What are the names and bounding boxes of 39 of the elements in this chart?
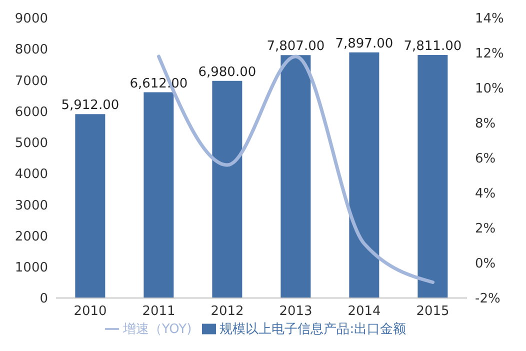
y2-tick-label: 10% — [475, 82, 504, 97]
data-label: 5,912.00 — [61, 98, 120, 114]
y-tick-label: 8000 — [14, 42, 48, 58]
y2-tick-label: -2% — [475, 292, 500, 307]
bar — [75, 114, 106, 298]
bar — [212, 80, 242, 298]
y-tick-label: 5000 — [14, 136, 48, 152]
y2-tick-label: 8% — [475, 116, 496, 132]
y2-tick-label: 0% — [475, 256, 496, 272]
y-tick-label: 3000 — [14, 198, 48, 214]
legend-label: 规模以上电子信息产品:出口金额 — [220, 322, 406, 337]
y-tick-label: 7000 — [14, 74, 48, 89]
legend-label: 增速（YOY) — [122, 322, 192, 337]
y2-tick-label: 6% — [475, 152, 496, 167]
x-tick-label: 2010 — [74, 304, 107, 320]
bar — [144, 92, 174, 298]
y2-tick-label: 4% — [475, 186, 496, 202]
x-tick-label: 2013 — [279, 304, 312, 320]
data-label: 6,980.00 — [198, 64, 256, 80]
x-tick-label: 2012 — [210, 304, 244, 320]
bar — [418, 54, 448, 298]
y2-tick-label: 14% — [475, 12, 504, 27]
y-tick-label: 6000 — [14, 104, 48, 120]
y2-tick-label: 2% — [475, 222, 496, 237]
y-tick-label: 1000 — [14, 260, 48, 276]
y2-tick-label: 12% — [475, 46, 504, 62]
y-tick-label: 4000 — [14, 167, 48, 182]
bar — [280, 55, 311, 298]
data-label: 7,897.00 — [335, 36, 394, 52]
x-tick-label: 2015 — [416, 304, 450, 320]
x-tick-label: 2014 — [348, 304, 381, 320]
y-tick-label: 0 — [40, 292, 48, 307]
data-label: 6,612.00 — [130, 76, 188, 92]
y-tick-label: 9000 — [14, 12, 48, 27]
y-tick-label: 2000 — [14, 229, 48, 244]
bar — [349, 52, 380, 298]
data-label: 7,811.00 — [404, 38, 462, 54]
x-tick-label: 2011 — [142, 304, 176, 320]
data-label: 7,807.00 — [266, 39, 325, 54]
